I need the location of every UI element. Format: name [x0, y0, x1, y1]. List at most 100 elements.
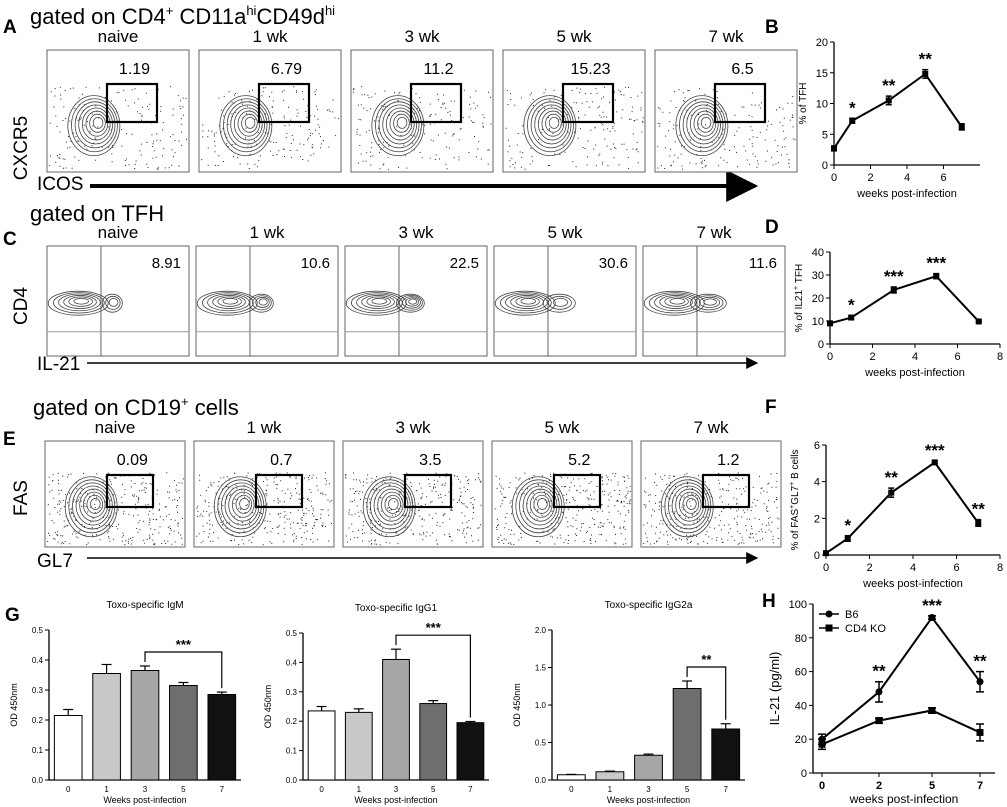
main-population-ring [384, 494, 402, 514]
il21-population-ring [553, 297, 569, 307]
x-tick-label: 1 [608, 785, 613, 794]
panelC-plot-2: 3 wk 22.5 [344, 223, 488, 357]
bar [419, 703, 448, 781]
main-population-ring [537, 497, 548, 510]
gate-percent-value: 11.2 [424, 61, 454, 78]
y-tick-label: 0.5 [535, 739, 547, 748]
gate-percent-value: 1.19 [119, 61, 150, 78]
plot-time-label: 7 wk [694, 418, 729, 437]
x-tick-label: 1 [357, 785, 362, 794]
y-axis-label: OD 450nm [263, 685, 273, 729]
cd4-population-ring [68, 296, 93, 307]
gate-box [701, 473, 751, 509]
bar [456, 722, 485, 781]
cd4-population-ring [73, 297, 89, 305]
chart-axes [833, 42, 980, 166]
il21-population-ring [703, 298, 717, 306]
y-tick-label: 20 [812, 293, 824, 305]
panel-c-x-axis-label: IL-21 [37, 354, 80, 375]
data-point [888, 489, 895, 496]
y-tick-label: 0.0 [286, 776, 298, 785]
plot-frame [350, 49, 494, 173]
y-tick-label: 60 [795, 667, 807, 679]
main-population-ring [231, 491, 255, 518]
panel-c: C gated on TFH CD4 IL-21 naive 8.91 1 wk 10… [3, 201, 786, 375]
chart-d: 0 10 20 30 40 0 2 4 6 8 weeks post-infection % of I… [793, 247, 1003, 379]
panel-a-x-axis-label: ICOS [37, 174, 83, 195]
significance-marker: *** [926, 254, 946, 273]
plot-time-label: 7 wk [709, 27, 744, 46]
y-tick-label: 80 [795, 633, 807, 645]
main-population-ring [90, 497, 101, 510]
plot-time-label: 1 wk [253, 27, 288, 46]
data-point [849, 117, 856, 124]
panelA-plot-0: naive 1.19 [46, 27, 190, 173]
y-tick-label: 2 [814, 513, 820, 525]
panel-e-plots: naive 0.09 1 wk 0.7 3 wk 3.5 5 wk 5.2 7 wk 1.2 [44, 418, 782, 548]
y-axis-label-part: B cells [790, 449, 801, 481]
data-point [975, 519, 982, 526]
x-tick-label: 8 [997, 351, 1003, 363]
main-population-ring [523, 95, 577, 157]
x-tick-label: 0 [819, 780, 825, 792]
cd4-population-ring [669, 297, 685, 305]
chart-axes [812, 604, 995, 774]
significance-marker: * [848, 296, 855, 315]
x-tick-label: 5 [929, 780, 935, 792]
x-tick-label: 0 [823, 562, 829, 574]
x-axis-label: weeks post-infection [864, 367, 965, 379]
significance-marker: ** [973, 652, 987, 671]
x-tick-label: 6 [940, 172, 946, 184]
bar [556, 774, 586, 781]
data-point-cd4ko [875, 717, 883, 725]
bar [595, 771, 625, 781]
y-tick-label: 2.0 [535, 626, 547, 635]
x-tick-label: 5 [181, 785, 186, 794]
x-tick-label: 7 [220, 785, 225, 794]
il21-population-ring [108, 297, 119, 307]
plot-frame [493, 245, 637, 357]
data-point [931, 459, 938, 466]
panel-letter-f: F [765, 397, 777, 418]
data-point [890, 286, 897, 293]
main-population-ring [81, 107, 111, 141]
plot-time-label: naive [98, 27, 139, 46]
legend-marker [825, 624, 833, 632]
significance-marker: *** [426, 620, 442, 635]
main-population-ring [67, 95, 121, 157]
main-population-ring [82, 491, 106, 518]
y-tick-label: 0 [818, 339, 824, 351]
y-axis-label: % of TFH [798, 82, 809, 124]
x-tick-label: 2 [866, 562, 872, 574]
cd4-population-ring [58, 293, 101, 312]
main-population-ring [385, 107, 415, 141]
y-tick-label: 0 [822, 160, 828, 172]
x-axis-label: Weeks post-infection [103, 795, 186, 805]
bar [711, 728, 741, 781]
chart-axes [829, 252, 1000, 345]
cd4-population-ring [659, 295, 693, 309]
main-population-ring [686, 497, 697, 510]
y-axis-label-part: + [789, 505, 796, 509]
panel-c-gate-title: gated on TFH [30, 201, 164, 226]
gate-box [257, 82, 311, 124]
y-tick-label: 0 [814, 550, 820, 562]
data-point [933, 273, 940, 280]
plot-time-label: 5 wk [557, 27, 592, 46]
y-tick-label: 1.5 [535, 664, 547, 673]
main-population-ring [689, 107, 719, 141]
cd4-population-ring [217, 296, 242, 307]
y-tick-label: 0.3 [286, 688, 298, 697]
significance-marker: ** [972, 500, 986, 519]
main-population-ring [522, 485, 558, 526]
y-tick-label: 4 [814, 477, 820, 489]
gate-percent-value: 8.91 [152, 255, 181, 272]
gate-box [254, 473, 304, 509]
plot-time-label: 7 wk [697, 223, 732, 242]
y-tick-label: 0.5 [286, 629, 298, 638]
main-population-ring [219, 95, 273, 157]
chart-g-igg2a: Toxo-specific IgG2a 0.0 0.5 1.0 1.5 2.0 OD 450… [512, 600, 745, 805]
data-point [827, 320, 833, 327]
series-line-0 [821, 615, 981, 740]
y-tick-label: 5 [822, 129, 828, 141]
